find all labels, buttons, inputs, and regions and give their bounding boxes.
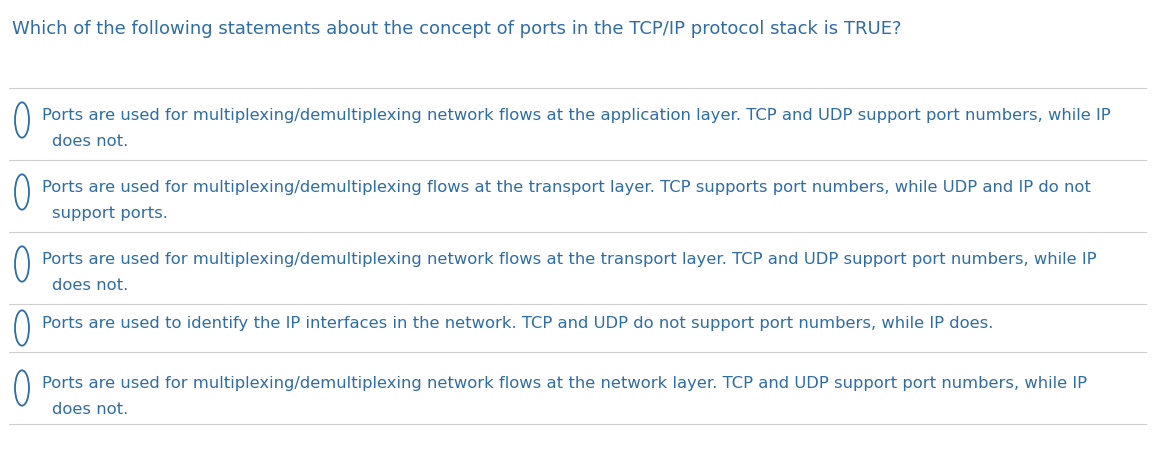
Text: Ports are used to identify the IP interfaces in the network. TCP and UDP do not : Ports are used to identify the IP interf… [41,316,993,331]
Text: Ports are used for multiplexing/demultiplexing network flows at the transport la: Ports are used for multiplexing/demultip… [41,252,1097,267]
Text: does not.: does not. [52,134,128,149]
Text: Ports are used for multiplexing/demultiplexing flows at the transport layer. TCP: Ports are used for multiplexing/demultip… [41,180,1091,195]
Text: Which of the following statements about the concept of ports in the TCP/IP proto: Which of the following statements about … [12,20,902,38]
Text: does not.: does not. [52,402,128,417]
Text: support ports.: support ports. [52,206,168,221]
Text: does not.: does not. [52,278,128,293]
Text: Ports are used for multiplexing/demultiplexing network flows at the network laye: Ports are used for multiplexing/demultip… [41,376,1087,391]
Text: Ports are used for multiplexing/demultiplexing network flows at the application : Ports are used for multiplexing/demultip… [41,108,1111,123]
